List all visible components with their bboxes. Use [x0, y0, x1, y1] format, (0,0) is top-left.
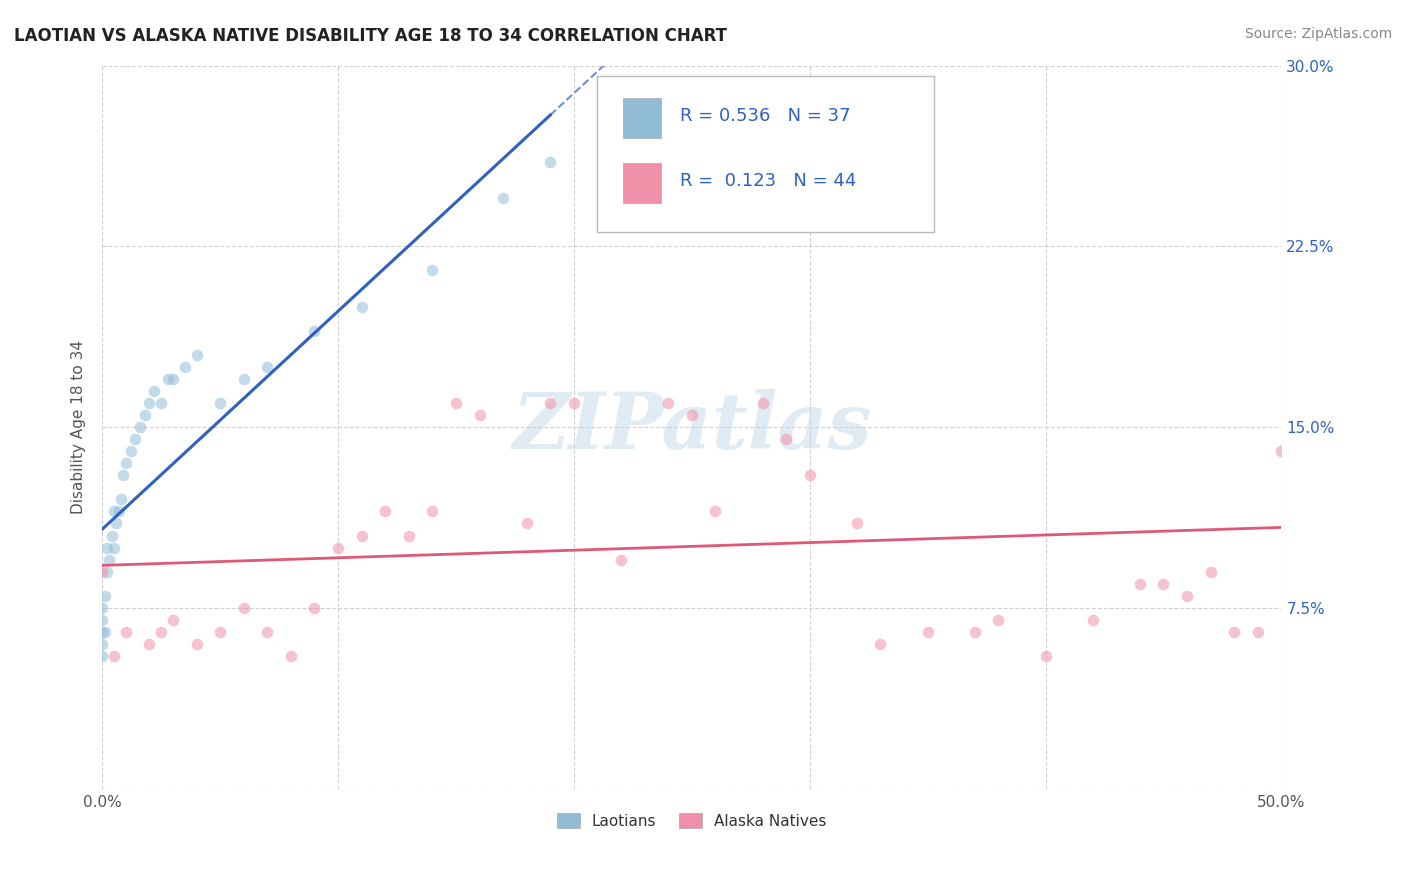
Text: ZIPatlas: ZIPatlas: [512, 389, 872, 466]
Point: [1035, 648, 1057, 663]
Point: [162, 613, 184, 627]
Point: [350, 300, 373, 314]
Point: [350, 528, 373, 542]
Point: [516, 516, 538, 531]
Point: [869, 637, 891, 651]
Y-axis label: Disability Age 18 to 34: Disability Age 18 to 34: [72, 340, 86, 514]
Point: [1247, 624, 1270, 639]
FancyBboxPatch shape: [598, 77, 934, 232]
Point: [256, 359, 278, 374]
Point: [162, 372, 184, 386]
Point: [103, 504, 125, 518]
Point: [1199, 565, 1222, 579]
Point: [304, 324, 326, 338]
FancyBboxPatch shape: [623, 163, 661, 203]
Legend: Laotians, Alaska Natives: Laotians, Alaska Natives: [551, 807, 832, 835]
Point: [138, 396, 160, 410]
Point: [100, 528, 122, 542]
Point: [444, 396, 467, 410]
Point: [1270, 444, 1292, 458]
Point: [91, 600, 114, 615]
Point: [157, 372, 180, 386]
Point: [256, 624, 278, 639]
Point: [232, 600, 254, 615]
Point: [963, 624, 986, 639]
Point: [987, 613, 1010, 627]
Point: [96, 565, 118, 579]
Point: [538, 155, 561, 169]
Point: [114, 456, 136, 470]
Point: [751, 396, 773, 410]
Point: [657, 396, 679, 410]
Point: [150, 396, 173, 410]
Point: [1223, 624, 1246, 639]
Point: [398, 528, 420, 542]
Point: [799, 468, 821, 483]
Point: [326, 541, 349, 555]
Text: R =  0.123   N = 44: R = 0.123 N = 44: [681, 172, 856, 190]
Point: [468, 408, 491, 422]
Point: [124, 432, 146, 446]
Point: [173, 359, 195, 374]
Point: [304, 600, 326, 615]
Point: [610, 552, 633, 566]
Point: [1129, 576, 1152, 591]
Point: [114, 624, 136, 639]
Point: [143, 384, 166, 398]
Point: [96, 541, 118, 555]
Point: [775, 432, 797, 446]
Point: [492, 191, 515, 205]
Point: [845, 516, 868, 531]
Point: [1175, 589, 1198, 603]
Point: [917, 203, 939, 218]
Point: [112, 468, 135, 483]
Point: [103, 648, 125, 663]
Point: [209, 624, 232, 639]
Point: [134, 408, 156, 422]
Point: [280, 648, 302, 663]
Point: [917, 624, 939, 639]
Point: [186, 348, 208, 362]
Point: [562, 396, 585, 410]
Point: [1081, 613, 1104, 627]
Point: [91, 613, 114, 627]
Point: [107, 504, 129, 518]
Point: [98, 552, 121, 566]
FancyBboxPatch shape: [623, 98, 661, 138]
Point: [422, 263, 444, 277]
Point: [138, 637, 160, 651]
Text: Source: ZipAtlas.com: Source: ZipAtlas.com: [1244, 27, 1392, 41]
Point: [105, 516, 128, 531]
Point: [93, 624, 115, 639]
Point: [120, 444, 142, 458]
Point: [93, 589, 115, 603]
Point: [209, 396, 232, 410]
Point: [150, 624, 173, 639]
Point: [538, 396, 561, 410]
Point: [91, 565, 114, 579]
Point: [91, 624, 114, 639]
Point: [103, 541, 125, 555]
Point: [91, 637, 114, 651]
Text: LAOTIAN VS ALASKA NATIVE DISABILITY AGE 18 TO 34 CORRELATION CHART: LAOTIAN VS ALASKA NATIVE DISABILITY AGE …: [14, 27, 727, 45]
Text: R = 0.536   N = 37: R = 0.536 N = 37: [681, 107, 851, 125]
Point: [704, 504, 727, 518]
Point: [129, 420, 152, 434]
Point: [232, 372, 254, 386]
Point: [681, 408, 703, 422]
Point: [374, 504, 396, 518]
Point: [186, 637, 208, 651]
Point: [110, 492, 132, 507]
Point: [422, 504, 444, 518]
Point: [1153, 576, 1175, 591]
Point: [91, 648, 114, 663]
